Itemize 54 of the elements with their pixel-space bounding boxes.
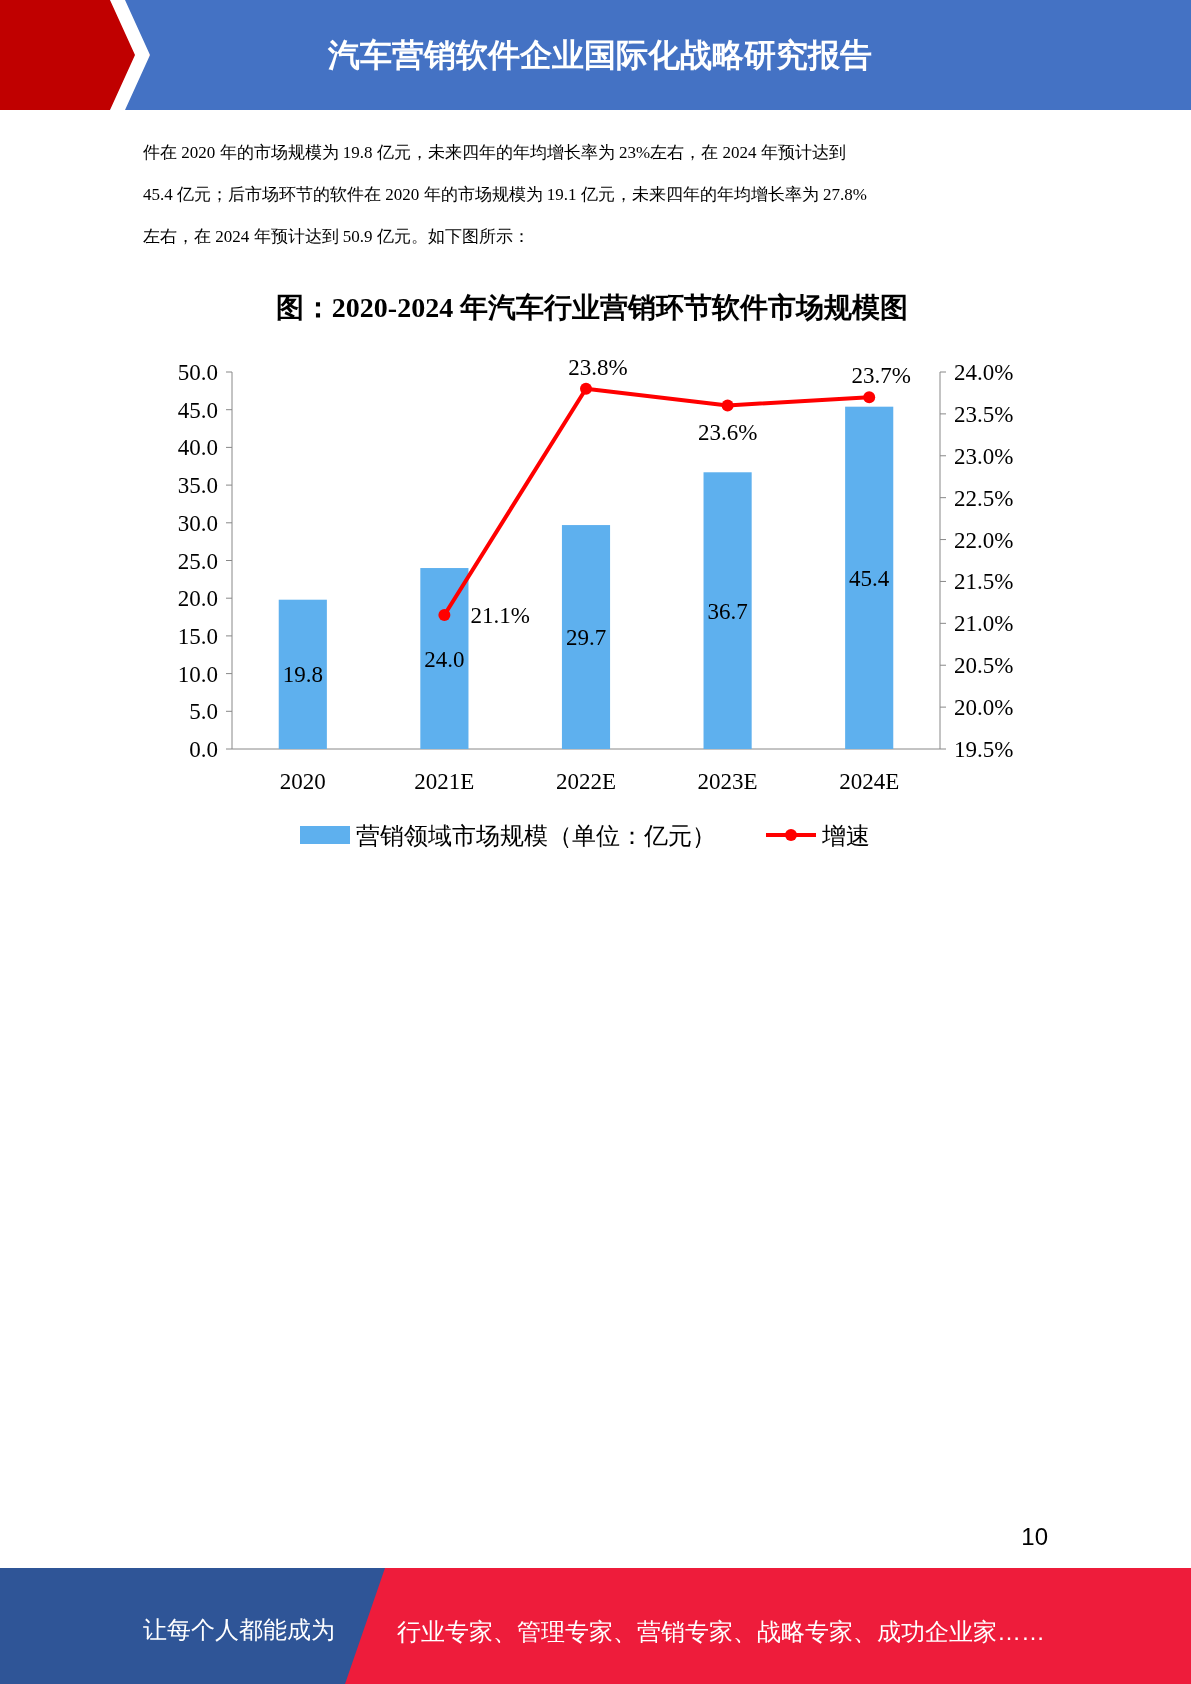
y2-tick-label: 22.5% — [954, 485, 1014, 511]
y2-tick-label: 19.5% — [954, 737, 1014, 762]
y-tick-label: 40.0 — [177, 435, 218, 461]
text: 让每个人都能成为 — [143, 1616, 335, 1643]
x-tick-label: 2024E — [839, 769, 900, 794]
text: 45.4 亿元；后市场环节的软件在 2020 年的市场规模为 19.1 亿元，未来四年的年均增长率为 27.8% — [143, 185, 867, 204]
y-tick-label: 35.0 — [177, 473, 218, 499]
chart-title: 图：2020-2024 年汽车行业营销环节软件市场规模图 — [275, 292, 909, 323]
data-label: 29.7 — [565, 625, 607, 651]
y-tick-label: 45.0 — [177, 397, 218, 423]
point — [580, 382, 592, 395]
data-label: 23.8% — [568, 354, 628, 380]
x-tick-label: 2023E — [697, 769, 758, 794]
legend-label: 营销领域市场规模（单位：亿元） — [356, 822, 716, 849]
text: 10 — [1021, 1523, 1048, 1550]
y-tick-label: 10.0 — [177, 661, 218, 687]
bar — [703, 472, 752, 749]
y2-tick-label: 23.0% — [954, 443, 1014, 469]
y-tick-label: 30.0 — [177, 510, 218, 536]
bar — [561, 525, 611, 749]
legend-label: 增速 — [821, 822, 870, 849]
point — [438, 608, 451, 621]
data-label: 23.7% — [851, 363, 911, 389]
bar — [845, 406, 894, 749]
text: 件在 2020 年的市场规模为 19.8 亿元，未来四年的年均增长率为 23%左右，在 2024 年预计达到 — [143, 143, 846, 162]
text: 行业专家、管理专家、营销专家、战略专家、成功企业家…… — [397, 1618, 1045, 1645]
data-label: 19.8 — [282, 662, 323, 688]
y-tick-label: 25.0 — [177, 548, 218, 574]
y-tick-label: 0.0 — [189, 737, 218, 762]
x-tick-label: 2021E — [414, 769, 475, 794]
point — [863, 391, 876, 404]
y-tick-label: 5.0 — [189, 699, 218, 725]
y2-tick-label: 21.0% — [954, 611, 1014, 637]
data-label: 45.4 — [849, 565, 890, 591]
y2-tick-label: 20.0% — [954, 695, 1014, 721]
text: 汽车营销软件企业国际化战略研究报告 — [327, 37, 872, 73]
y2-tick-label: 23.5% — [954, 401, 1014, 427]
y-tick-label: 20.0 — [177, 586, 218, 612]
y-tick-label: 15.0 — [177, 623, 218, 649]
y2-tick-label: 21.5% — [954, 569, 1014, 595]
data-label: 36.7 — [707, 598, 748, 624]
y2-tick-label: 20.5% — [954, 653, 1014, 679]
y-tick-label: 50.0 — [177, 360, 218, 385]
point — [721, 399, 734, 412]
text: 左右，在 2024 年预计达到 50.9 亿元。如下图所示： — [143, 227, 530, 246]
bar — [278, 599, 327, 749]
x-tick-label: 2020 — [279, 769, 326, 794]
data-label: 21.1% — [470, 602, 530, 628]
x-tick-label: 2022E — [555, 769, 617, 794]
data-label: 24.0 — [424, 646, 465, 672]
data-label: 23.6% — [697, 419, 758, 445]
bar — [420, 568, 469, 749]
y2-tick-label: 22.0% — [954, 527, 1014, 553]
y2-tick-label: 24.0% — [954, 360, 1014, 385]
